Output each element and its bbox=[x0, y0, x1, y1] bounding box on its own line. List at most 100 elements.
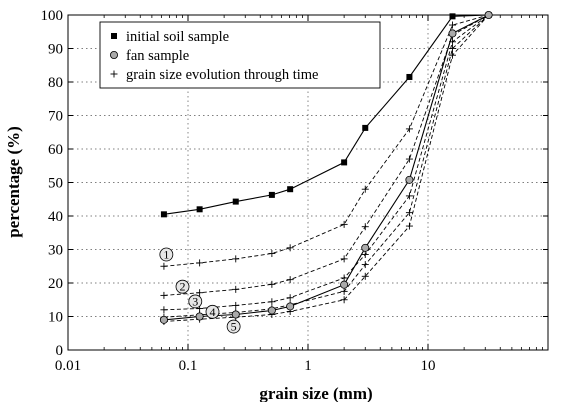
data-point bbox=[341, 159, 348, 166]
data-point bbox=[484, 10, 493, 19]
x-tick-label: 0.1 bbox=[179, 358, 198, 374]
legend-marker bbox=[110, 51, 119, 60]
y-axis-title: percentage (%) bbox=[4, 126, 23, 238]
legend-box bbox=[99, 21, 381, 89]
curve-number-label: 2 bbox=[175, 279, 190, 294]
data-point bbox=[449, 13, 456, 20]
data-point bbox=[405, 209, 413, 217]
data-point bbox=[361, 251, 369, 259]
data-point bbox=[196, 206, 203, 213]
y-tick-label: 30 bbox=[48, 243, 63, 259]
legend: initial soil sample fan sample grain siz… bbox=[99, 21, 381, 89]
x-axis-title: grain size (mm) bbox=[259, 384, 372, 402]
curve-number-label: 3 bbox=[188, 294, 203, 309]
data-point bbox=[405, 192, 413, 200]
series-4 bbox=[160, 11, 493, 314]
data-point bbox=[286, 294, 294, 302]
legend-label-evolution: grain size evolution through time bbox=[126, 67, 319, 83]
data-point bbox=[232, 301, 240, 309]
data-point bbox=[287, 186, 294, 193]
label-number: 5 bbox=[231, 320, 237, 334]
series-line bbox=[163, 14, 489, 267]
y-tick-label: 40 bbox=[48, 209, 63, 225]
data-point bbox=[232, 198, 239, 205]
data-point bbox=[231, 310, 240, 319]
data-point bbox=[232, 285, 240, 293]
data-point bbox=[268, 250, 276, 258]
data-point bbox=[405, 175, 414, 184]
y-tick-label: 20 bbox=[48, 276, 63, 292]
data-point bbox=[405, 125, 413, 133]
data-point bbox=[405, 155, 413, 163]
y-tick-label: 0 bbox=[56, 343, 64, 359]
data-point bbox=[448, 21, 456, 29]
data-point bbox=[160, 262, 168, 270]
data-point bbox=[196, 259, 204, 267]
x-tick-label: 0.01 bbox=[55, 358, 81, 374]
legend-marker bbox=[110, 70, 118, 78]
label-circle bbox=[205, 304, 220, 319]
annotation-layer: 1 234 5 bbox=[159, 247, 241, 334]
data-point bbox=[406, 73, 413, 80]
data-point bbox=[160, 306, 168, 314]
data-point bbox=[405, 222, 413, 230]
data-point bbox=[159, 315, 168, 324]
data-point bbox=[448, 51, 456, 59]
data-point bbox=[195, 312, 204, 321]
data-point bbox=[268, 280, 276, 288]
data-point bbox=[361, 272, 369, 280]
data-point bbox=[340, 287, 348, 295]
series-line bbox=[163, 14, 489, 215]
data-point bbox=[340, 296, 348, 304]
y-tick-label: 70 bbox=[48, 109, 63, 125]
y-tick-label: 80 bbox=[48, 75, 63, 91]
label-circle bbox=[188, 294, 203, 309]
data-point bbox=[160, 211, 167, 218]
series-line bbox=[163, 14, 489, 311]
data-point bbox=[286, 302, 295, 311]
data-point bbox=[340, 280, 349, 289]
data-point bbox=[448, 29, 457, 38]
data-point bbox=[160, 291, 168, 299]
series-layer bbox=[159, 10, 493, 326]
label-number: 3 bbox=[192, 294, 198, 308]
data-point bbox=[268, 298, 276, 306]
data-point bbox=[361, 243, 370, 252]
data-point bbox=[286, 244, 294, 252]
curve-number-label: 1 bbox=[159, 247, 174, 262]
label-number: 2 bbox=[180, 280, 186, 294]
data-point bbox=[340, 255, 348, 263]
curve-number-label: 4 bbox=[205, 304, 220, 319]
data-point bbox=[361, 261, 369, 269]
data-point bbox=[268, 191, 275, 198]
data-point bbox=[362, 124, 369, 131]
legend-marker bbox=[111, 33, 117, 39]
y-tick-label: 10 bbox=[48, 310, 63, 326]
label-circle bbox=[175, 279, 190, 294]
label-number: 4 bbox=[209, 305, 215, 319]
label-circle bbox=[226, 319, 241, 334]
data-point bbox=[286, 276, 294, 284]
data-point bbox=[361, 223, 369, 231]
series-line bbox=[163, 14, 489, 296]
y-tick-label: 100 bbox=[41, 8, 64, 24]
label-number: 1 bbox=[163, 248, 169, 262]
x-tick-label: 1 bbox=[304, 358, 312, 374]
y-tick-label: 90 bbox=[48, 42, 63, 58]
label-circle bbox=[159, 247, 174, 262]
data-point bbox=[361, 185, 369, 193]
y-tick-label: 50 bbox=[48, 176, 63, 192]
x-tick-label: 10 bbox=[421, 358, 436, 374]
data-point bbox=[448, 45, 456, 52]
data-point bbox=[196, 289, 204, 297]
data-point bbox=[340, 220, 348, 228]
data-point bbox=[340, 274, 348, 282]
legend-label-initial-soil: initial soil sample bbox=[126, 29, 229, 45]
axis-ticks: 0 10 20 30 40 50 60 70 80 90 100 0.01 0.1 1 10 bbox=[41, 8, 548, 374]
series-line bbox=[163, 14, 489, 322]
data-point bbox=[232, 255, 240, 263]
y-tick-label: 60 bbox=[48, 142, 63, 158]
curve-number-label: 5 bbox=[226, 319, 241, 334]
legend-markers bbox=[110, 33, 119, 78]
